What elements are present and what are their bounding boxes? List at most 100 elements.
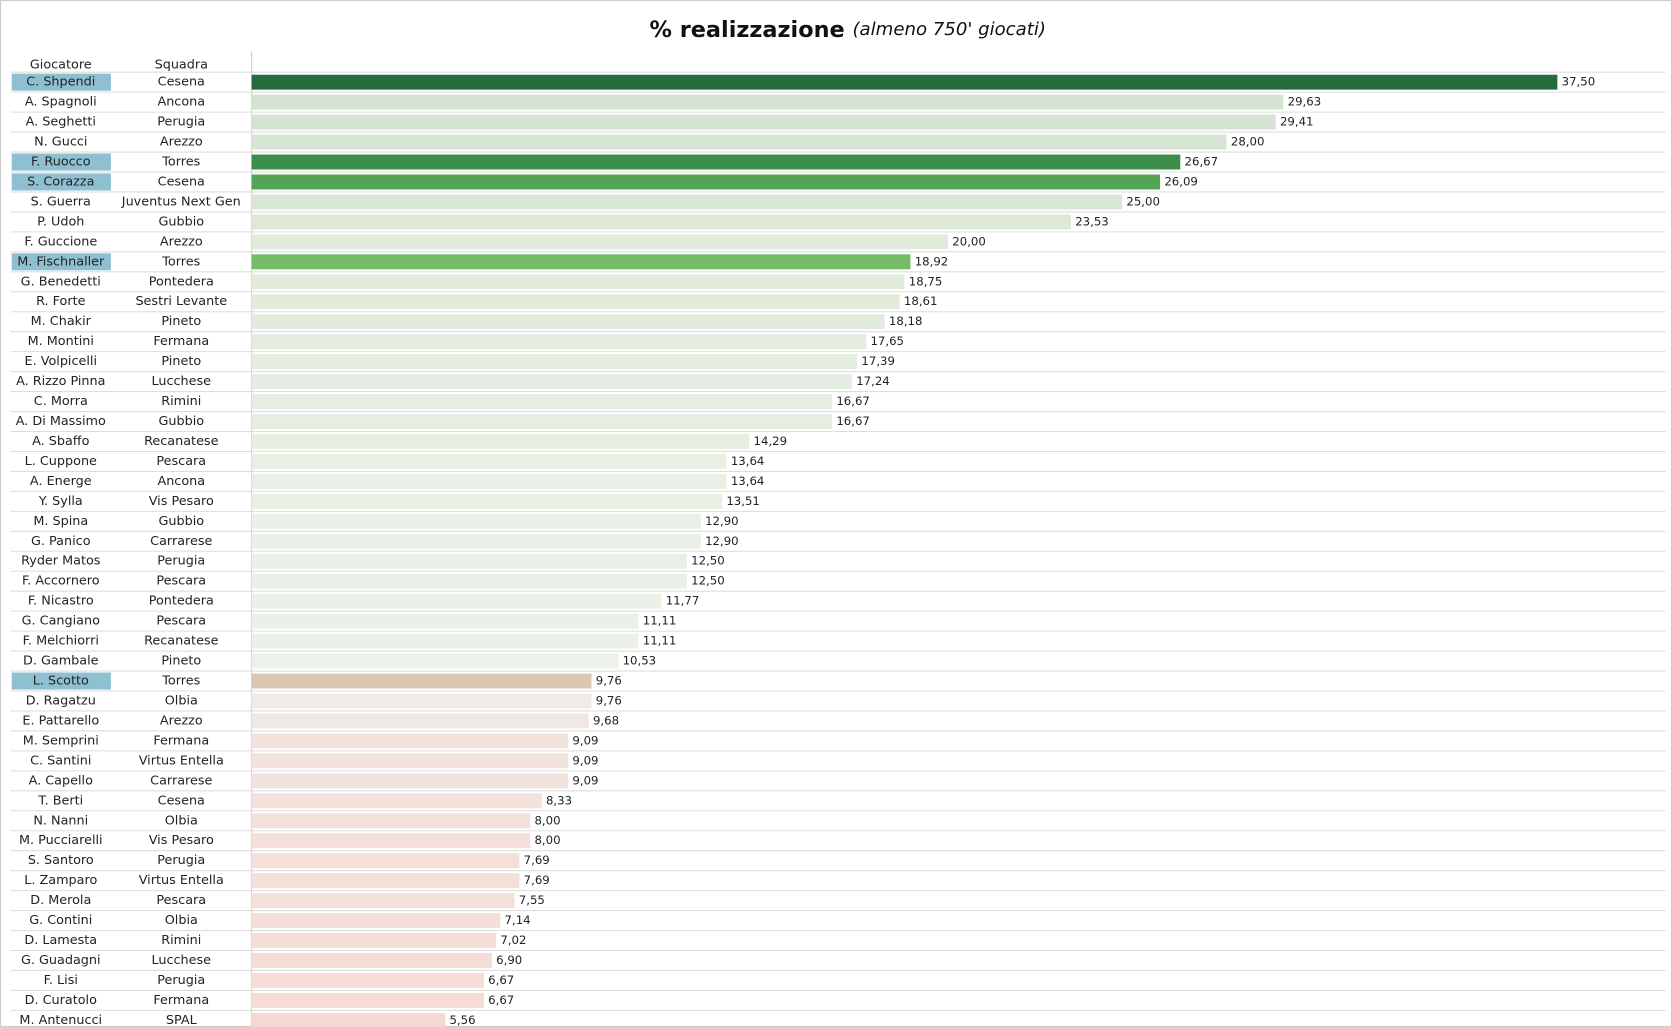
- bar: [251, 992, 484, 1008]
- value-label: 11,77: [666, 594, 700, 608]
- player-name: S. Guerra: [31, 194, 91, 209]
- team-name: Torres: [161, 674, 200, 689]
- player-name: N. Nanni: [33, 813, 88, 828]
- value-label: 9,09: [572, 773, 598, 787]
- team-name: Juventus Next Gen: [121, 194, 241, 209]
- player-name: G. Benedetti: [21, 274, 101, 289]
- title: % realizzazione: [650, 16, 845, 42]
- value-label: 37,50: [1562, 75, 1596, 89]
- value-label: 28,00: [1231, 135, 1265, 149]
- team-name: Pontedera: [149, 594, 214, 609]
- bar: [251, 953, 492, 968]
- team-name: Cesena: [158, 174, 205, 189]
- team-name: Perugia: [157, 554, 205, 569]
- team-name: Olbia: [165, 813, 198, 828]
- bar: [251, 74, 1558, 90]
- team-name: Gubbio: [158, 514, 204, 529]
- team-name: Pineto: [161, 654, 201, 669]
- team-name: Carrarese: [150, 534, 212, 549]
- team-name: Arezzo: [160, 713, 203, 728]
- team-name: Fermana: [153, 733, 209, 748]
- value-label: 10,53: [623, 654, 657, 668]
- bar: [251, 414, 833, 429]
- value-label: 18,75: [909, 274, 943, 288]
- team-name: Perugia: [157, 853, 205, 868]
- value-label: 25,00: [1126, 194, 1160, 208]
- player-name: S. Santoro: [28, 853, 94, 868]
- value-label: 7,02: [500, 933, 526, 947]
- team-name: Pineto: [161, 314, 201, 329]
- player-name: L. Cuppone: [25, 454, 97, 469]
- bar: [251, 613, 639, 629]
- value-label: 12,90: [705, 534, 739, 548]
- bar: [251, 94, 1284, 110]
- player-name: D. Curatolo: [25, 993, 97, 1008]
- bar: [251, 633, 639, 649]
- highlight-cell: [11, 73, 111, 91]
- value-label: 9,76: [596, 693, 622, 707]
- team-name: Torres: [161, 254, 200, 269]
- value-label: 9,09: [572, 733, 598, 747]
- bar: [251, 853, 520, 869]
- player-name: L. Scotto: [33, 674, 89, 689]
- value-label: 7,69: [524, 853, 550, 867]
- chart-title: % realizzazione (almeno 750' giocati): [650, 16, 1046, 42]
- player-name: Y. Sylla: [38, 494, 83, 509]
- bar: [251, 933, 497, 948]
- value-label: 20,00: [952, 234, 986, 248]
- bar: [251, 653, 619, 669]
- value-label: 18,61: [904, 294, 938, 308]
- player-name: G. Cangiano: [22, 614, 100, 629]
- team-name: Pescara: [156, 574, 206, 589]
- team-name: Torres: [161, 155, 200, 170]
- team-name: Recanatese: [144, 634, 218, 649]
- bar: [251, 533, 701, 549]
- team-name: Recanatese: [144, 434, 218, 449]
- team-name: Arezzo: [160, 135, 203, 150]
- bar: [251, 833, 531, 849]
- bar: [251, 893, 515, 909]
- bar: [251, 873, 520, 889]
- bar: [251, 713, 589, 729]
- player-name: C. Santini: [30, 753, 91, 768]
- bar: [251, 493, 723, 509]
- value-label: 13,64: [731, 474, 765, 488]
- bar: [251, 813, 531, 829]
- team-name: Ancona: [157, 474, 205, 489]
- value-label: 26,67: [1185, 155, 1219, 169]
- value-label: 29,41: [1280, 115, 1314, 129]
- value-label: 14,29: [753, 434, 787, 448]
- value-label: 11,11: [643, 614, 677, 628]
- bar: [251, 194, 1123, 210]
- value-label: 12,50: [691, 554, 725, 568]
- player-name: A. Spagnoli: [25, 95, 97, 110]
- value-label: 26,09: [1164, 174, 1198, 188]
- player-name: G. Panico: [31, 534, 91, 549]
- player-name: P. Udoh: [37, 214, 84, 229]
- team-name: SPAL: [166, 1013, 198, 1027]
- player-name: N. Gucci: [34, 135, 87, 150]
- bar: [251, 434, 750, 449]
- team-name: Pineto: [161, 354, 201, 369]
- player-name: F. Nicastro: [28, 594, 94, 609]
- column-header: Giocatore: [30, 58, 92, 73]
- bar: [251, 354, 858, 370]
- player-name: T. Berti: [37, 793, 83, 808]
- value-label: 17,24: [856, 374, 890, 388]
- value-label: 9,76: [596, 674, 622, 688]
- team-name: Olbia: [165, 693, 198, 708]
- team-name: Pontedera: [149, 274, 214, 289]
- player-name: S. Corazza: [27, 174, 94, 189]
- team-name: Fermana: [153, 334, 209, 349]
- bar: [251, 154, 1181, 170]
- bar: [251, 733, 569, 749]
- value-label: 17,65: [870, 334, 904, 348]
- value-label: 13,51: [726, 494, 760, 508]
- value-label: 7,69: [524, 873, 550, 887]
- value-label: 23,53: [1075, 214, 1109, 228]
- player-name: E. Pattarello: [22, 713, 99, 728]
- team-name: Vis Pesaro: [149, 494, 214, 509]
- team-name: Sestri Levante: [135, 294, 227, 309]
